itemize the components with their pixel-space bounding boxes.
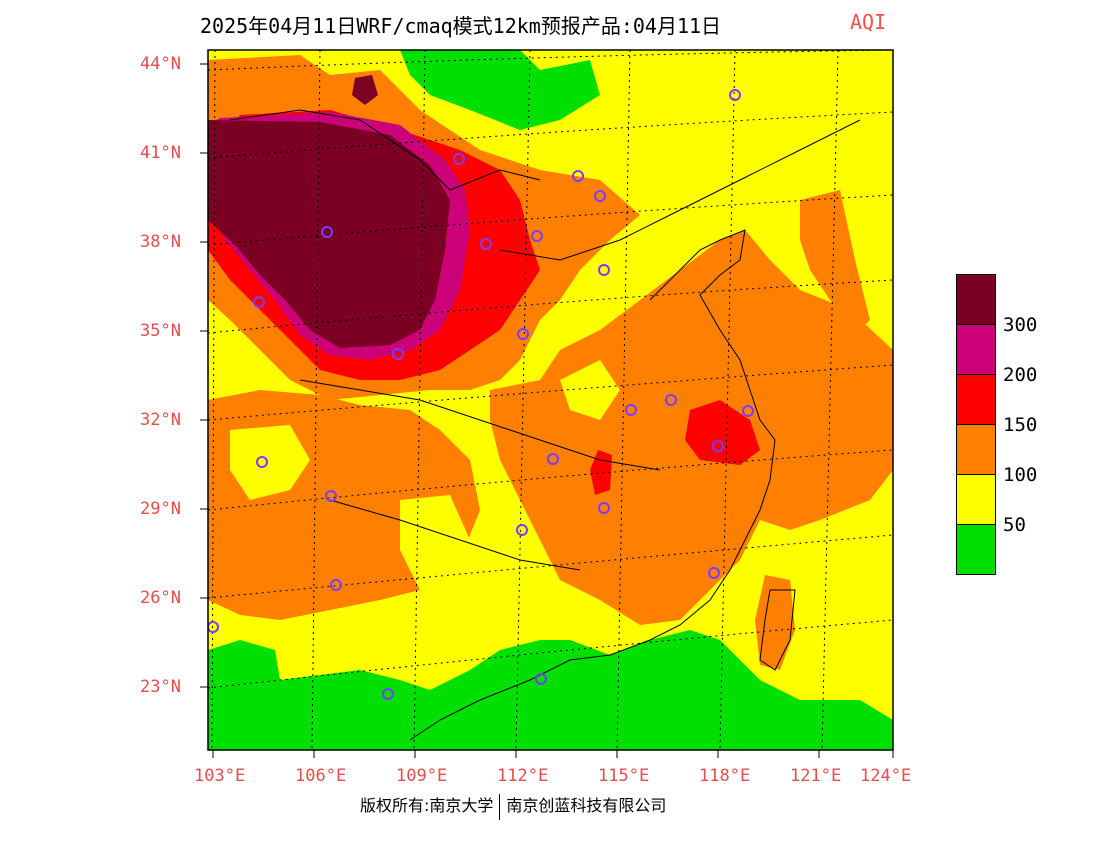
- lon-label: 112°E: [497, 766, 549, 786]
- map-frame: [207, 49, 894, 751]
- legend-swatch: [956, 325, 996, 375]
- aqi-band-150-200-east: [685, 400, 760, 465]
- city-marker: [625, 404, 637, 416]
- city-marker: [208, 621, 219, 633]
- city-marker: [665, 394, 677, 406]
- graticule: [208, 50, 893, 750]
- aqi-band-good-south: [208, 630, 893, 750]
- legend-swatch: [956, 475, 996, 525]
- boundaries: [229, 109, 861, 741]
- city-markers: [208, 89, 754, 700]
- lat-label: 35°N: [140, 321, 181, 341]
- copyright-right: 南京创蓝科技有限公司: [506, 796, 667, 815]
- lat-label: 32°N: [140, 410, 181, 430]
- city-marker: [321, 226, 333, 238]
- aqi-legend: [956, 274, 996, 575]
- aqi-band-100-150-sea: [800, 190, 870, 330]
- lat-label: 41°N: [140, 143, 181, 163]
- lon-label: 115°E: [598, 766, 650, 786]
- city-marker: [253, 296, 265, 308]
- lon-label: 106°E: [295, 766, 347, 786]
- legend-swatch: [956, 525, 996, 575]
- city-marker: [330, 579, 342, 591]
- city-marker: [392, 348, 404, 360]
- lat-label: 26°N: [140, 588, 181, 608]
- legend-label: 150: [1003, 414, 1038, 436]
- title-main: 2025年04月11日WRF/cmaq模式12km预报产品:04月11日: [200, 14, 722, 38]
- aqi-band-300-plus-small: [352, 75, 378, 105]
- lat-label: 38°N: [140, 232, 181, 252]
- map-title: 2025年04月11日WRF/cmaq模式12km预报产品:04月11日 AQI: [200, 10, 886, 39]
- copyright-left: 版权所有:南京大学: [360, 796, 494, 815]
- lat-label: 29°N: [140, 499, 181, 519]
- tick-marks: [200, 63, 894, 758]
- aqi-band-50-100-hole-3: [560, 360, 620, 420]
- lon-label: 118°E: [699, 766, 751, 786]
- city-marker: [598, 264, 610, 276]
- lat-label: 44°N: [140, 54, 181, 74]
- city-marker: [729, 89, 741, 101]
- copyright-separator: [499, 793, 501, 820]
- city-marker: [742, 405, 754, 417]
- city-marker: [547, 453, 559, 465]
- city-marker: [480, 238, 492, 250]
- city-marker: [382, 688, 394, 700]
- aqi-field: [208, 50, 893, 750]
- city-marker: [531, 230, 543, 242]
- legend-label: 100: [1003, 464, 1038, 486]
- legend-label: 200: [1003, 364, 1038, 386]
- legend-swatch: [956, 425, 996, 475]
- legend-swatch: [956, 375, 996, 425]
- city-marker: [516, 524, 528, 536]
- city-marker: [712, 440, 724, 452]
- city-marker: [325, 490, 337, 502]
- aqi-band-good-north: [400, 50, 600, 130]
- lon-label: 124°E: [860, 766, 912, 786]
- aqi-band-300-plus: [208, 120, 450, 348]
- city-marker: [594, 190, 606, 202]
- city-marker: [256, 456, 268, 468]
- city-marker: [708, 567, 720, 579]
- title-variable: AQI: [850, 10, 887, 34]
- copyright-text: 版权所有:南京大学 南京创蓝科技有限公司: [360, 792, 666, 820]
- legend-label: 50: [1003, 514, 1026, 536]
- lon-label: 109°E: [396, 766, 448, 786]
- lon-label: 121°E: [790, 766, 842, 786]
- city-marker: [572, 170, 584, 182]
- legend-swatch: [956, 274, 996, 325]
- lon-label: 103°E: [194, 766, 246, 786]
- city-marker: [453, 153, 465, 165]
- city-marker: [598, 502, 610, 514]
- aqi-band-100-150-taiwan: [755, 575, 795, 670]
- legend-label: 300: [1003, 314, 1038, 336]
- city-marker: [517, 328, 529, 340]
- city-marker: [535, 673, 547, 685]
- aqi-band-50-100-hole-1: [230, 425, 310, 500]
- lat-label: 23°N: [140, 677, 181, 697]
